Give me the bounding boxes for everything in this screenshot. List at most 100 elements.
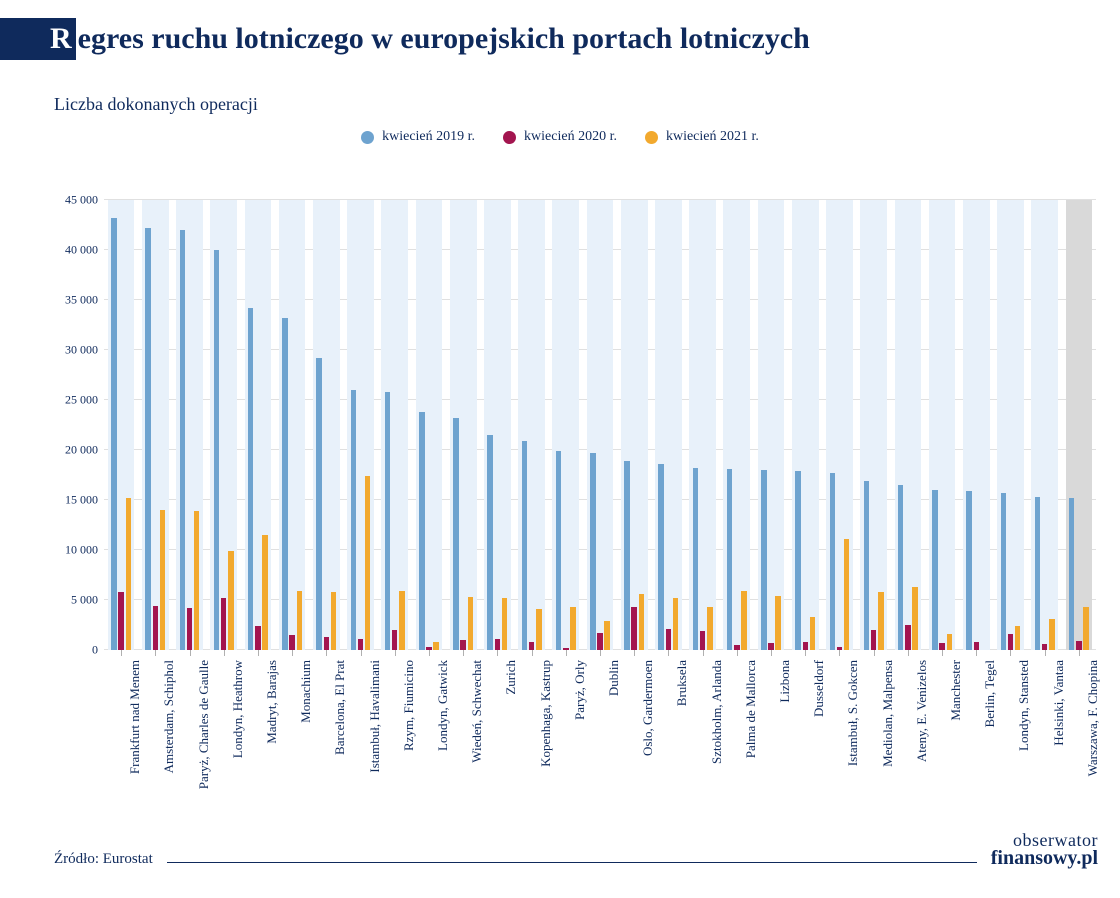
bar [939, 643, 944, 650]
bar [974, 642, 979, 650]
x-axis-label: Londyn, Gatwick [435, 654, 451, 751]
bar [844, 539, 849, 650]
bar [803, 642, 808, 650]
bar [453, 418, 458, 650]
bar [118, 592, 123, 650]
bar [1083, 607, 1088, 650]
bar [1076, 641, 1081, 650]
x-tick [258, 650, 259, 656]
bar [597, 633, 602, 650]
bar [624, 461, 629, 650]
x-tick [532, 650, 533, 656]
bar [912, 587, 917, 650]
x-tick [1079, 650, 1080, 656]
x-axis-label: Zurich [503, 654, 519, 695]
bar [282, 318, 287, 650]
y-tick-label: 25 000 [54, 393, 98, 408]
bar [487, 435, 492, 650]
bar [180, 230, 185, 650]
x-axis-label: Londyn, Heathrow [230, 654, 246, 758]
x-tick [805, 650, 806, 656]
x-tick [497, 650, 498, 656]
bar [1001, 493, 1006, 650]
plot-area: 05 00010 00015 00020 00025 00030 00035 0… [104, 200, 1096, 650]
bar [830, 473, 835, 650]
bar [673, 598, 678, 650]
bar [187, 608, 192, 650]
bar [666, 629, 671, 650]
x-axis-label: Warszawa, F. Chopina [1085, 654, 1101, 776]
x-axis-label: Istambuł, S. Gokcen [845, 654, 861, 766]
bar [529, 642, 534, 650]
x-tick [429, 650, 430, 656]
x-tick [155, 650, 156, 656]
bar [1049, 619, 1054, 650]
legend-item-2020: kwiecień 2020 r. [503, 129, 617, 145]
bar [145, 228, 150, 650]
x-tick [292, 650, 293, 656]
legend-swatch-2020 [503, 131, 516, 144]
y-tick-label: 0 [54, 643, 98, 658]
x-axis-label: Dusseldorf [811, 654, 827, 717]
bar [898, 485, 903, 650]
bar [255, 626, 260, 650]
x-axis-label: Paryż, Charles de Gaulle [196, 654, 212, 789]
x-axis-label: Kopenhaga, Kastrup [538, 654, 554, 767]
legend-item-2019: kwiecień 2019 r. [361, 129, 475, 145]
bar [351, 390, 356, 650]
x-axis-labels: Frankfurt nad MenemAmsterdam, SchipholPa… [104, 654, 1096, 834]
bar [693, 468, 698, 650]
title-bar: R egres ruchu lotniczego w europejskich … [0, 18, 1120, 60]
x-axis-label: Dublin [606, 654, 622, 696]
legend-label-2020: kwiecień 2020 r. [524, 129, 617, 145]
source-label: Źródło: Eurostat [54, 851, 153, 868]
x-axis-label: Madryt, Barajas [264, 654, 280, 744]
x-tick [1045, 650, 1046, 656]
y-tick-label: 40 000 [54, 243, 98, 258]
x-tick [1010, 650, 1011, 656]
x-axis-label: Mediolan, Malpensa [880, 654, 896, 767]
bar [316, 358, 321, 650]
bar [153, 606, 158, 650]
footer: Źródło: Eurostat obserwator finansowy.pl [54, 832, 1098, 868]
bar [570, 607, 575, 650]
x-tick [190, 650, 191, 656]
bar [1015, 626, 1020, 650]
x-tick [600, 650, 601, 656]
bar [1008, 634, 1013, 650]
bar [727, 469, 732, 650]
x-axis-label: Berlin, Tegel [982, 654, 998, 727]
x-tick [771, 650, 772, 656]
bar [194, 511, 199, 650]
bar [468, 597, 473, 650]
legend-label-2021: kwiecień 2021 r. [666, 129, 759, 145]
bar [775, 596, 780, 650]
bar [795, 471, 800, 650]
x-tick [224, 650, 225, 656]
x-tick [566, 650, 567, 656]
x-tick [908, 650, 909, 656]
bar [392, 630, 397, 650]
x-axis-label: Wiedeń, Schwechat [469, 654, 485, 763]
bar [707, 607, 712, 650]
bar [864, 481, 869, 650]
x-axis-label: Istambuł, Havalimani [367, 654, 383, 773]
bar [932, 490, 937, 650]
legend-label-2019: kwiecień 2019 r. [382, 129, 475, 145]
bar [556, 451, 561, 650]
bar [761, 470, 766, 650]
x-tick [976, 650, 977, 656]
y-tick-label: 30 000 [54, 343, 98, 358]
x-axis-label: Barcelona, El Prat [332, 654, 348, 755]
x-axis-label: Oslo, Gardermoen [640, 654, 656, 756]
bar [604, 621, 609, 650]
x-axis-label: Rzym, Fiumicino [401, 654, 417, 751]
bar [658, 464, 663, 650]
x-axis-label: Amsterdam, Schiphol [161, 654, 177, 773]
title-accent [0, 18, 44, 60]
x-tick [634, 650, 635, 656]
chart: 05 00010 00015 00020 00025 00030 00035 0… [54, 200, 1096, 670]
bar [522, 441, 527, 650]
bar [590, 453, 595, 650]
x-tick [737, 650, 738, 656]
